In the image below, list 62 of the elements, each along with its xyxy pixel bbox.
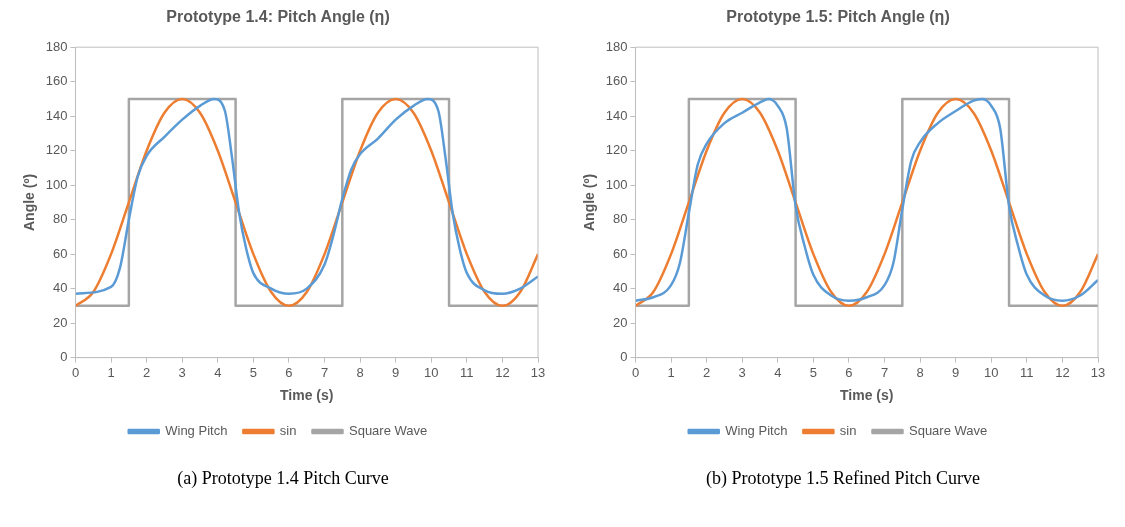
x-tick-label: 3 xyxy=(738,364,746,380)
x-tick-label: 2 xyxy=(703,364,711,380)
x-tick-label: 11 xyxy=(1020,364,1034,380)
x-tick-label: 7 xyxy=(880,364,889,380)
legend-label: Wing Pitch xyxy=(165,423,228,439)
x-tick-label: 12 xyxy=(495,364,510,380)
x-tick-label: 13 xyxy=(1090,364,1106,380)
y-tick-label: 40 xyxy=(53,280,68,296)
y-tick-label: 160 xyxy=(605,73,628,89)
y-tick-label: 40 xyxy=(613,280,628,296)
x-tick-label: 6 xyxy=(285,364,293,380)
chart-title: Prototype 1.5: Pitch Angle (η) xyxy=(726,8,950,26)
x-tick-label: 7 xyxy=(320,364,329,380)
y-tick-label: 80 xyxy=(613,211,628,227)
x-tick-label: 9 xyxy=(952,364,960,380)
x-axis-title: Time (s) xyxy=(280,387,334,404)
y-tick-label: 140 xyxy=(605,107,628,123)
y-tick-label: 100 xyxy=(45,176,68,192)
x-tick-label: 8 xyxy=(356,364,364,380)
y-tick-label: 60 xyxy=(53,245,68,261)
y-tick-label: 20 xyxy=(53,314,68,330)
legend-label: sin xyxy=(279,423,297,439)
y-tick-label: 80 xyxy=(53,211,68,227)
y-tick-label: 0 xyxy=(620,349,628,365)
legend-label: Wing Pitch xyxy=(725,423,788,439)
x-tick-label: 1 xyxy=(107,364,115,380)
y-tick-label: 60 xyxy=(613,245,628,261)
x-tick-label: 4 xyxy=(214,364,222,380)
legend-label: Square Wave xyxy=(348,423,428,439)
x-tick-label: 5 xyxy=(809,364,817,380)
x-tick-label: 9 xyxy=(392,364,400,380)
x-tick-label: 12 xyxy=(1055,364,1070,380)
x-tick-label: 3 xyxy=(178,364,186,380)
y-tick-label: 180 xyxy=(605,38,628,54)
x-tick-label: 0 xyxy=(631,364,640,380)
x-tick-label: 6 xyxy=(845,364,853,380)
x-tick-label: 1 xyxy=(667,364,675,380)
y-axis-title: Angle (º) xyxy=(581,173,598,232)
y-tick-label: 120 xyxy=(45,142,68,158)
x-axis-title: Time (s) xyxy=(840,387,894,404)
x-tick-label: 13 xyxy=(530,364,546,380)
y-tick-label: 160 xyxy=(45,73,68,89)
y-tick-label: 140 xyxy=(45,107,68,123)
y-axis-title: Angle (º) xyxy=(21,173,38,232)
y-tick-label: 120 xyxy=(605,142,628,158)
x-tick-label: 2 xyxy=(143,364,151,380)
x-tick-label: 8 xyxy=(916,364,924,380)
legend-label: sin xyxy=(839,423,857,439)
x-tick-label: 5 xyxy=(249,364,257,380)
chart-title: Prototype 1.4: Pitch Angle (η) xyxy=(166,8,390,26)
legend-label: Square Wave xyxy=(908,423,988,439)
x-tick-label: 10 xyxy=(984,364,999,380)
x-tick-label: 10 xyxy=(424,364,439,380)
y-tick-label: 0 xyxy=(60,349,68,365)
y-tick-label: 20 xyxy=(613,314,628,330)
x-tick-label: 0 xyxy=(71,364,80,380)
text: (a) Prototype 1.4 Pitch Curve xyxy=(176,468,390,489)
x-tick-label: 11 xyxy=(460,364,474,380)
text: (b) Prototype 1.5 Refined Pitch Curve xyxy=(705,468,981,489)
y-tick-label: 100 xyxy=(605,176,628,192)
x-tick-label: 4 xyxy=(774,364,782,380)
y-tick-label: 180 xyxy=(45,38,68,54)
